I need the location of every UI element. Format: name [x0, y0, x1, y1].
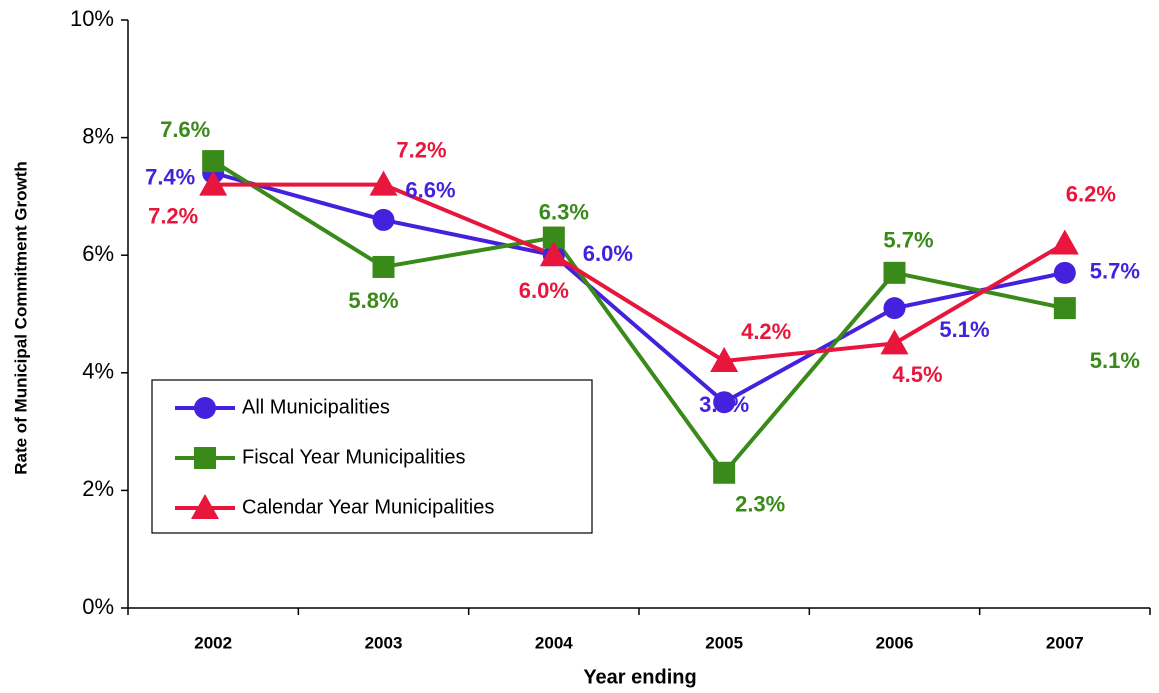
data-point — [202, 150, 225, 173]
data-point — [880, 329, 909, 355]
series-line — [212, 159, 1066, 476]
data-point — [1050, 229, 1079, 255]
legend-marker — [191, 494, 219, 519]
data-label: 6.0% — [519, 278, 569, 303]
data-label: 5.7% — [1090, 259, 1140, 284]
legend-label: All Municipalities — [242, 396, 390, 418]
legend-label: Calendar Year Municipalities — [242, 496, 494, 518]
data-point — [713, 461, 736, 484]
legend-label: Fiscal Year Municipalities — [242, 446, 465, 468]
data-point — [372, 208, 395, 231]
data-point — [713, 391, 736, 414]
x-tick-label: 2007 — [1046, 633, 1084, 652]
y-tick-label: 8% — [82, 123, 114, 148]
data-label: 6.0% — [583, 241, 633, 266]
x-axis-title: Year ending — [583, 666, 696, 688]
legend-marker — [194, 397, 216, 419]
data-label: 4.2% — [741, 319, 791, 344]
data-label: 6.6% — [405, 178, 455, 203]
y-tick-label: 2% — [82, 476, 114, 501]
x-tick-label: 2004 — [535, 633, 573, 652]
y-tick-label: 4% — [82, 359, 114, 384]
data-label: 7.2% — [148, 203, 198, 228]
data-point — [1053, 297, 1076, 320]
y-tick-label: 0% — [82, 594, 114, 619]
x-tick-label: 2005 — [705, 633, 743, 652]
data-point — [199, 170, 228, 196]
data-point — [883, 261, 906, 284]
x-tick-label: 2006 — [876, 633, 914, 652]
data-point — [542, 226, 565, 249]
data-label: 7.2% — [396, 137, 446, 162]
data-label: 7.6% — [160, 117, 210, 142]
data-point — [372, 255, 395, 278]
data-label: 5.7% — [883, 228, 933, 253]
data-label: 5.1% — [1090, 348, 1140, 373]
y-axis-title: Rate of Municipal Commitment Growth — [11, 161, 30, 475]
data-point — [539, 241, 568, 267]
data-point — [883, 297, 906, 320]
data-label: 4.5% — [892, 362, 942, 387]
data-point — [1053, 261, 1076, 284]
data-point — [369, 170, 398, 196]
series-line — [212, 170, 1066, 405]
data-label: 6.3% — [539, 199, 589, 224]
legend-marker — [194, 447, 216, 469]
data-point — [710, 347, 739, 373]
x-tick-label: 2003 — [365, 633, 403, 652]
data-label: 5.1% — [939, 317, 989, 342]
x-tick-label: 2002 — [194, 633, 232, 652]
series-line — [213, 182, 1066, 364]
y-tick-label: 10% — [70, 6, 114, 31]
data-label: 3.5% — [699, 392, 749, 417]
data-label: 6.2% — [1066, 181, 1116, 206]
data-label: 7.4% — [145, 165, 195, 190]
legend: All Municipalities Fiscal Year Municipali… — [151, 379, 593, 534]
y-tick-label: 6% — [82, 241, 114, 266]
data-label: 5.8% — [348, 288, 398, 313]
data-label: 2.3% — [735, 492, 785, 517]
